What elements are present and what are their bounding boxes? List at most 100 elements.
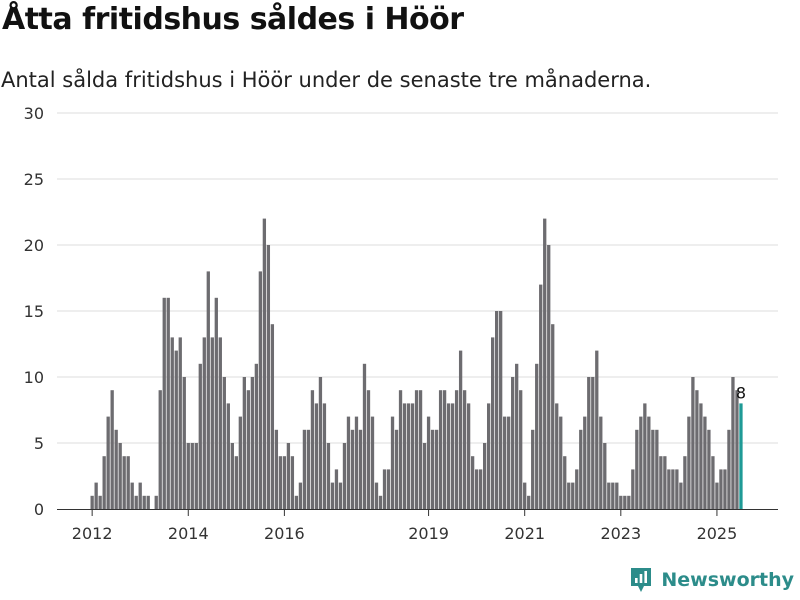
y-tick-label: 5	[34, 434, 44, 453]
bar	[571, 482, 575, 509]
bar	[114, 429, 118, 509]
bar	[134, 495, 138, 509]
bar	[206, 271, 210, 509]
bar	[430, 429, 435, 509]
bar	[394, 429, 399, 509]
bar	[535, 363, 539, 509]
bar	[310, 390, 315, 509]
bar	[198, 363, 202, 509]
bar	[727, 429, 731, 509]
bar	[499, 311, 503, 509]
bar	[547, 245, 551, 509]
bar	[294, 495, 299, 509]
bar	[615, 482, 619, 509]
brand-name: Newsworthy	[661, 569, 794, 591]
bar	[619, 495, 623, 509]
bar	[478, 469, 483, 509]
y-tick-label: 30	[24, 104, 44, 123]
bar	[274, 429, 279, 509]
bar	[282, 456, 287, 509]
bar	[302, 429, 307, 509]
bar	[599, 416, 603, 509]
bar	[102, 456, 106, 509]
bar	[723, 469, 727, 509]
bar	[470, 456, 475, 509]
y-tick-label: 10	[24, 368, 44, 387]
x-tick-label: 2021	[504, 524, 545, 543]
footer: Newsworthy	[629, 566, 794, 594]
bar	[266, 245, 271, 509]
bar	[422, 443, 427, 509]
bar	[495, 311, 499, 509]
bar	[146, 495, 150, 509]
bar	[715, 482, 719, 509]
bar	[386, 469, 391, 509]
bar	[366, 390, 371, 509]
bar	[434, 429, 439, 509]
bar	[438, 390, 443, 509]
bar	[118, 443, 122, 509]
bar	[735, 390, 739, 509]
bar	[314, 403, 319, 509]
x-tick-label: 2012	[72, 524, 113, 543]
bar	[511, 377, 515, 509]
newsworthy-logo-icon	[631, 568, 652, 592]
bar	[290, 456, 295, 509]
bar	[234, 456, 238, 509]
bar	[182, 377, 186, 509]
bar	[695, 390, 699, 509]
bar	[466, 403, 471, 509]
bar	[643, 403, 647, 509]
bar	[414, 390, 419, 509]
bar	[370, 416, 375, 509]
bar	[138, 482, 142, 509]
bar	[507, 416, 511, 509]
bar	[254, 363, 259, 509]
bar	[531, 429, 535, 509]
bar	[563, 456, 567, 509]
bar	[202, 337, 206, 509]
bar	[595, 350, 599, 509]
bar	[270, 324, 275, 509]
bar	[170, 337, 174, 509]
bar	[242, 377, 246, 509]
x-tick-label: 2023	[600, 524, 641, 543]
y-tick-label: 20	[24, 236, 44, 255]
bar	[575, 469, 579, 509]
bar	[579, 429, 583, 509]
bar	[166, 297, 170, 509]
bar	[174, 350, 178, 509]
bar	[731, 377, 735, 509]
bar	[667, 469, 671, 509]
bar	[555, 403, 559, 509]
bar	[98, 495, 102, 509]
x-tick-label: 2019	[408, 524, 449, 543]
bar	[330, 482, 335, 509]
bar	[631, 469, 635, 509]
bar	[250, 377, 254, 509]
bar	[298, 482, 303, 509]
bar	[326, 443, 331, 509]
bar	[374, 482, 379, 509]
bar	[647, 416, 651, 509]
bar	[687, 416, 691, 509]
bar	[178, 337, 182, 509]
bar	[458, 350, 463, 509]
bar	[454, 390, 459, 509]
bar	[442, 390, 447, 509]
bar	[186, 443, 190, 509]
bar	[258, 271, 263, 509]
bar	[515, 363, 519, 509]
y-tick-label: 25	[24, 170, 44, 189]
bar	[322, 403, 327, 509]
bar	[110, 390, 114, 509]
bar	[703, 416, 707, 509]
bar	[663, 456, 667, 509]
bar	[402, 403, 407, 509]
bar	[338, 482, 343, 509]
bar	[158, 390, 162, 509]
bar	[426, 416, 431, 509]
bar	[418, 390, 423, 509]
bar	[106, 416, 110, 509]
